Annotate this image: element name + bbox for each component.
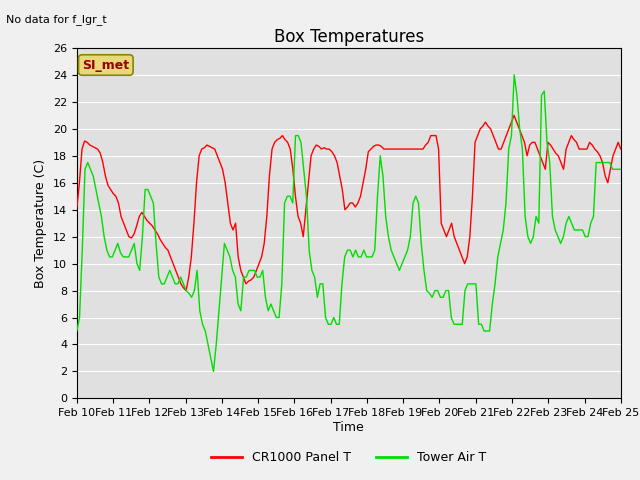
Text: SI_met: SI_met [82, 59, 129, 72]
X-axis label: Time: Time [333, 421, 364, 434]
Text: No data for f_lgr_t: No data for f_lgr_t [6, 14, 107, 25]
Legend: CR1000 Panel T, Tower Air T: CR1000 Panel T, Tower Air T [206, 446, 492, 469]
Y-axis label: Box Temperature (C): Box Temperature (C) [35, 158, 47, 288]
Title: Box Temperatures: Box Temperatures [274, 28, 424, 47]
